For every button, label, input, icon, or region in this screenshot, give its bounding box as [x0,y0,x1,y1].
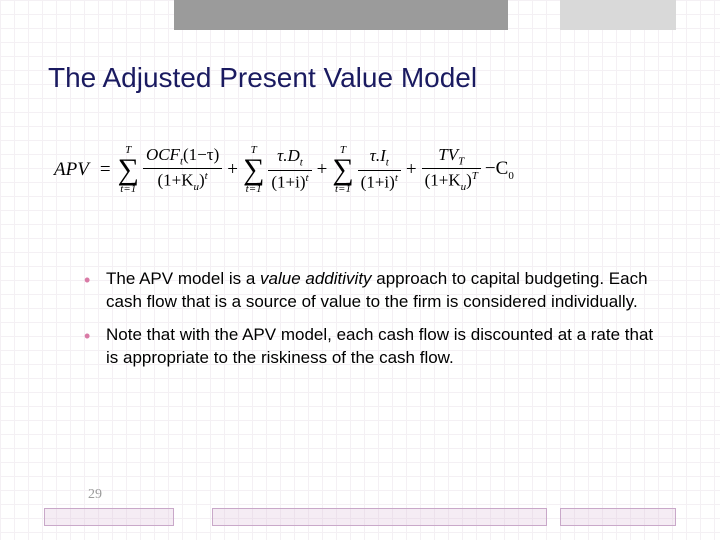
frac4-den: (1+Ku)T [422,169,481,194]
plus-2: + [317,159,328,181]
top-decor-bar [174,0,508,30]
frac-1: OCFt(1−τ) (1+Ku)t [143,145,222,195]
bullet-list: The APV model is a value additivity appr… [80,268,664,380]
frac1-den: (1+Ku)t [154,169,210,194]
bottom-decor-left [44,508,174,526]
bottom-decor-right [560,508,676,526]
sum1-lower: t=1 [120,184,136,195]
sigma-icon: ∑ [332,157,353,183]
frac-3: τ.It (1+i)t [358,146,401,193]
frac4-num: TVT [435,145,467,168]
plus-1: + [227,159,238,181]
frac2-den: (1+i)t [268,171,311,193]
frac2-num: τ.Dt [274,146,306,169]
slide-title: The Adjusted Present Value Model [48,62,477,94]
sum3-lower: t=1 [335,184,351,195]
apv-formula: APV = T ∑ t=1 OCFt(1−τ) (1+Ku)t + T ∑ t=… [54,145,514,195]
top-decor-bar-right [560,0,676,30]
bullet-2: Note that with the APV model, each cash … [80,324,664,370]
formula-lhs: APV [54,159,89,181]
bullet2-text: Note that with the APV model, each cash … [106,325,653,367]
plus-3: + [406,159,417,181]
bullet-1: The APV model is a value additivity appr… [80,268,664,314]
sum-3: T ∑ t=1 [332,145,353,195]
sum-1: T ∑ t=1 [118,145,139,195]
equals-sign: = [100,159,111,181]
final-term: −C0 [485,158,514,182]
frac1-num: OCFt(1−τ) [143,145,222,168]
frac-4: TVT (1+Ku)T [422,145,481,195]
frac3-den: (1+i)t [358,171,401,193]
page-number: 29 [88,487,102,503]
sigma-icon: ∑ [243,157,264,183]
frac-2: τ.Dt (1+i)t [268,146,311,193]
bottom-decor-mid [212,508,547,526]
sigma-icon: ∑ [118,157,139,183]
frac3-num: τ.It [367,146,392,169]
bullet1-pre: The APV model is a [106,269,260,288]
bullet1-italic: value additivity [260,269,372,288]
sum-2: T ∑ t=1 [243,145,264,195]
sum2-lower: t=1 [246,184,262,195]
